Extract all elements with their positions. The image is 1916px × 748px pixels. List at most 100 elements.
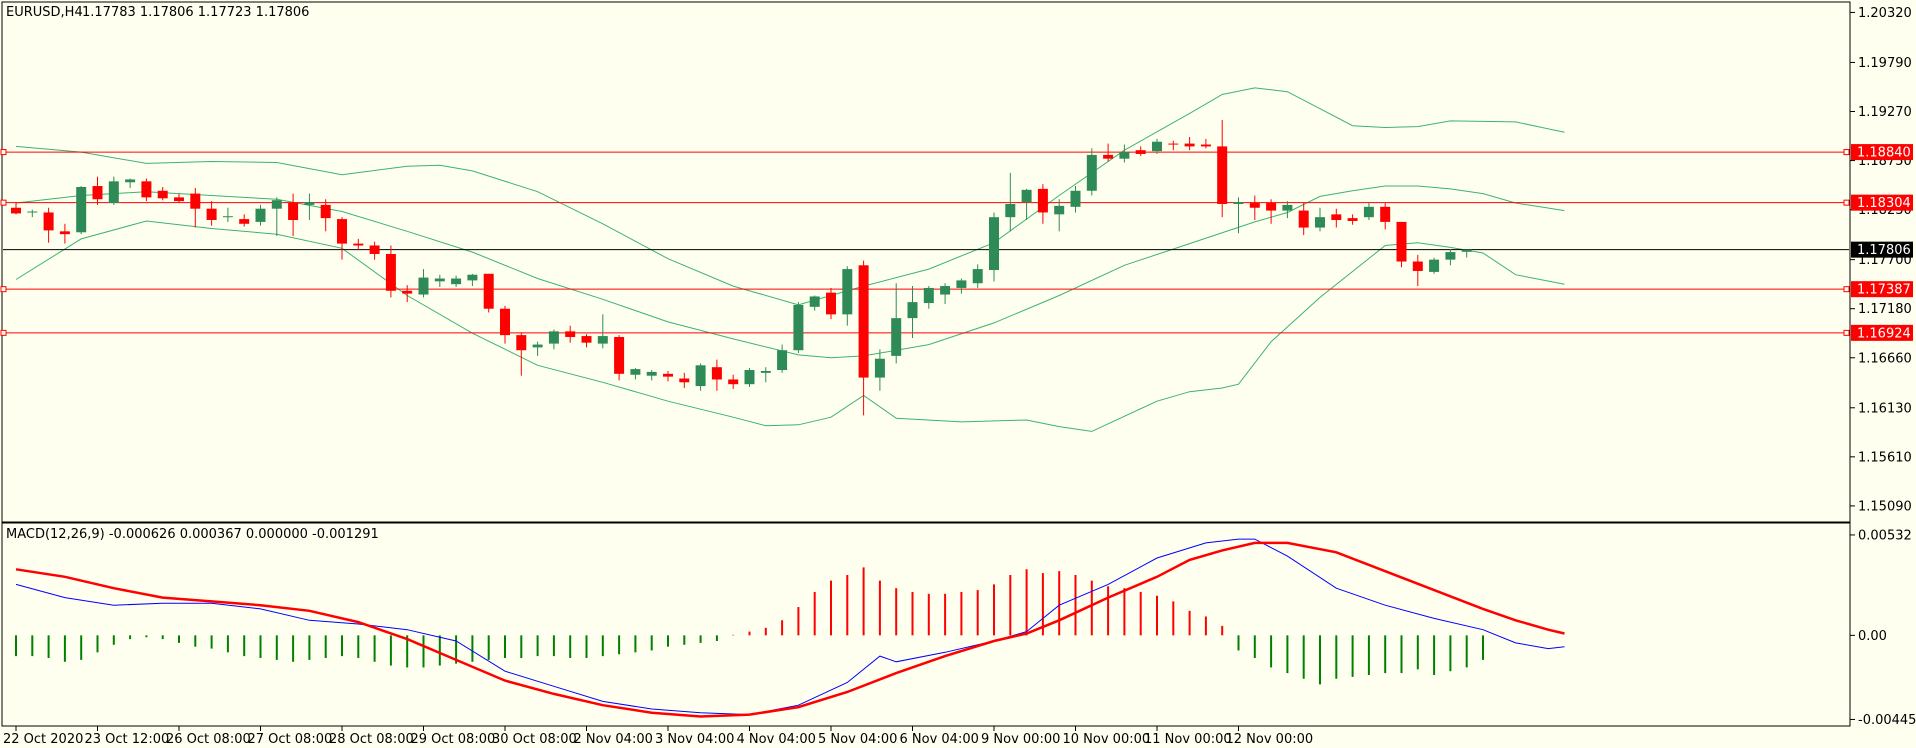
candles: [11, 119, 1472, 416]
hline-handle-right[interactable]: [1843, 286, 1850, 293]
price-tick-label: 1.16130: [1858, 401, 1912, 416]
time-tick-label: 27 Oct 08:00: [248, 732, 333, 747]
hline-handle-left[interactable]: [0, 286, 7, 293]
macd-tick-label: 0.00: [1858, 629, 1887, 644]
candle: [1396, 221, 1407, 268]
candle: [858, 260, 869, 416]
candle: [434, 274, 445, 288]
candle: [907, 286, 918, 338]
candle: [1086, 148, 1097, 196]
macd-indicator: [15, 538, 1565, 718]
hline-handle-right[interactable]: [1843, 199, 1850, 206]
candle: [679, 372, 690, 388]
macd-tick-label: -0.004456: [1858, 713, 1916, 728]
candle: [793, 302, 804, 354]
candle: [695, 363, 706, 391]
candle: [1412, 254, 1423, 287]
candle: [532, 341, 543, 356]
candle: [663, 370, 673, 382]
candle: [125, 178, 136, 188]
candle: [581, 334, 592, 348]
hline-handle-left[interactable]: [0, 199, 7, 206]
candle: [1249, 195, 1260, 221]
candle: [842, 266, 853, 326]
candle: [1217, 119, 1228, 218]
candle: [206, 201, 217, 226]
macd-axis: 0.00532 0.00 -0.004456: [1850, 528, 1916, 728]
candle: [353, 238, 364, 251]
candle: [174, 193, 184, 204]
time-tick-label: 3 Nov 04:00: [655, 732, 734, 747]
candle: [597, 314, 608, 349]
price-tick-label: 1.15090: [1858, 499, 1912, 514]
candle: [728, 374, 739, 389]
time-tick-label: 26 Oct 08:00: [166, 732, 251, 747]
candle: [1168, 140, 1179, 151]
time-tick-label: 30 Oct 08:00: [492, 732, 577, 747]
hline-price-label: 1.17387: [1857, 283, 1911, 298]
candle: [1184, 136, 1195, 151]
candle: [255, 204, 266, 226]
candle: [239, 214, 250, 227]
signal-line: [15, 541, 1565, 718]
price-tick-label: 1.17180: [1858, 302, 1912, 317]
candle: [1233, 197, 1244, 234]
candle: [385, 245, 396, 298]
candle: [369, 241, 380, 260]
candle: [516, 332, 527, 376]
time-tick-label: 6 Nov 04:00: [900, 732, 979, 747]
candle: [777, 344, 788, 373]
candle: [1445, 249, 1456, 266]
candle: [809, 295, 820, 311]
time-tick-label: 5 Nov 04:00: [818, 732, 897, 747]
candle: [483, 273, 494, 313]
time-tick-label: 4 Nov 04:00: [737, 732, 816, 747]
chart-title: EURUSD,H4: [6, 5, 83, 20]
macd-panel[interactable]: [1, 522, 1851, 727]
candle: [711, 359, 722, 391]
candle: [1200, 138, 1211, 149]
candle: [320, 199, 331, 232]
candle: [467, 273, 478, 287]
candle: [1429, 257, 1440, 274]
candle: [1152, 138, 1162, 154]
candle: [548, 329, 559, 350]
macd-tick-label: 0.00532: [1858, 528, 1912, 543]
hline-handle-left[interactable]: [0, 149, 7, 156]
price-tick-label: 1.19270: [1858, 105, 1912, 120]
hline-price-box: [1851, 324, 1913, 341]
macd-line: [15, 538, 1565, 716]
hline-price-box: [1851, 281, 1913, 298]
candle: [500, 305, 510, 344]
candle: [1363, 203, 1374, 221]
candle: [744, 368, 755, 388]
candle: [614, 335, 625, 381]
hline-handle-right[interactable]: [1843, 329, 1850, 336]
hline-handle-left[interactable]: [0, 329, 7, 336]
candle: [1054, 199, 1065, 232]
hline-price-label: 1.18304: [1857, 196, 1911, 211]
candle: [1461, 249, 1472, 258]
candle: [923, 286, 934, 309]
price-tick-label: 1.20320: [1858, 6, 1912, 21]
candle: [1070, 186, 1081, 213]
candle: [141, 178, 152, 202]
time-tick-label: 9 Nov 00:00: [981, 732, 1060, 747]
time-tick-label: 10 Nov 00:00: [1063, 732, 1151, 747]
candle: [1005, 172, 1016, 232]
candle: [76, 186, 87, 235]
candle: [190, 187, 201, 228]
price-panel[interactable]: [1, 1, 1851, 523]
candle: [1315, 207, 1325, 232]
time-tick-label: 11 Nov 00:00: [1144, 732, 1232, 747]
hline-price-box: [1851, 144, 1913, 161]
candle: [304, 193, 315, 221]
time-tick-label: 23 Oct 12:00: [85, 732, 170, 747]
candle: [271, 197, 282, 237]
hline-handle-right[interactable]: [1843, 149, 1850, 156]
candle: [402, 285, 413, 303]
price-tick-label: 1.19790: [1858, 56, 1912, 71]
candle: [92, 176, 103, 205]
